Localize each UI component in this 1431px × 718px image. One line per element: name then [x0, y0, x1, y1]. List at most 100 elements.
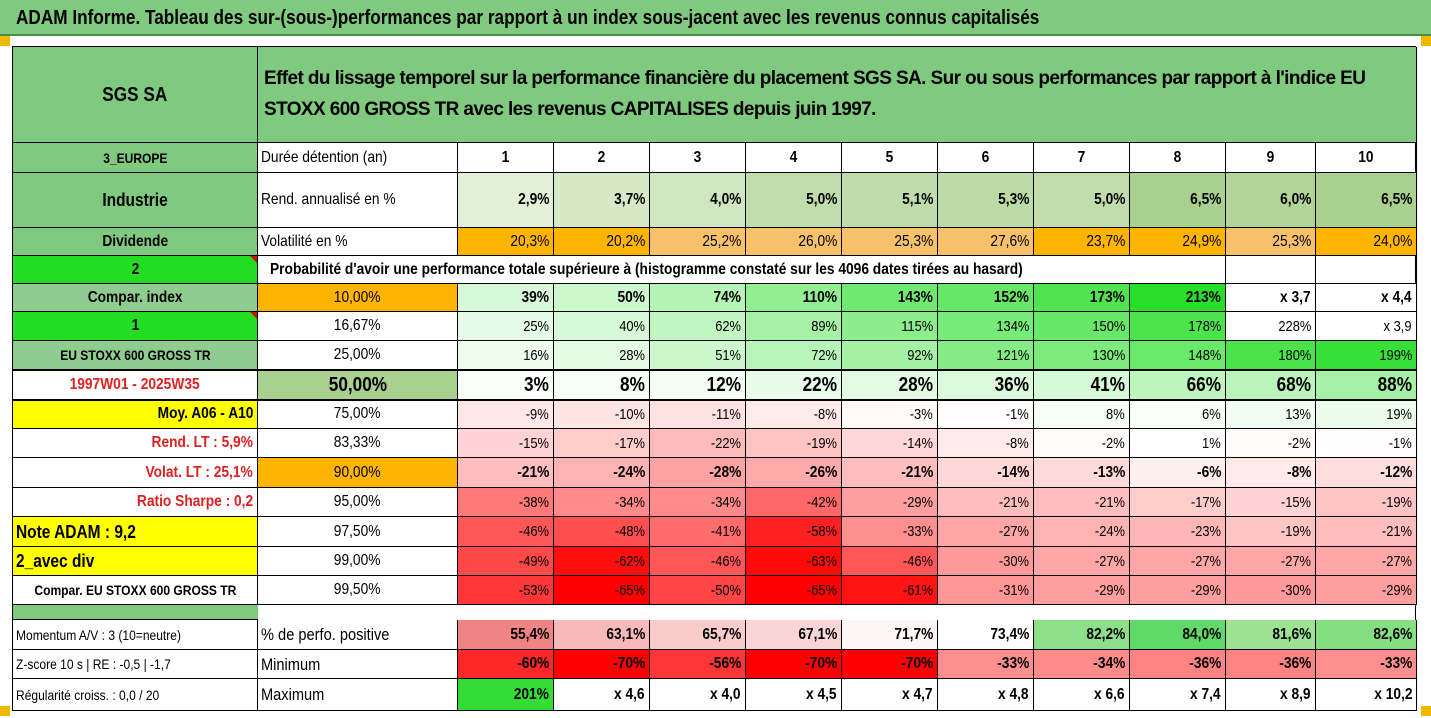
quantile-cell: -27% — [1130, 547, 1226, 576]
bottom-value-cell-text: -60% — [516, 655, 549, 672]
quantile-cell: 1% — [1130, 429, 1226, 458]
quantile-label: 97,50% — [258, 517, 458, 547]
year-header: 6 — [938, 143, 1034, 173]
long-term-volatility-text: Volat. LT : 25,1% — [145, 463, 253, 481]
quantile-cell: -41% — [650, 517, 746, 547]
adam-score: Note ADAM : 9,2 — [13, 517, 258, 547]
period-label-text: 1997W01 - 2025W35 — [69, 375, 201, 393]
quantile-cell-text: -31% — [998, 581, 1029, 599]
quantile-cell-text: -63% — [806, 552, 837, 570]
quantile-cell: -21% — [1316, 517, 1417, 547]
quantile-cell-text: -10% — [614, 405, 645, 423]
quantile-cell: -11% — [650, 400, 746, 429]
rend-cell: 3,7% — [554, 173, 650, 228]
quantile-cell: -50% — [650, 576, 746, 605]
average-label: Moy. A06 - A10 — [13, 400, 258, 429]
quantile-cell-text: -14% — [996, 463, 1029, 481]
vol-cell-text: 20,2% — [605, 232, 645, 250]
bottom-value-cell-text: x 6,6 — [1094, 685, 1125, 703]
rend-cell-text: 6,5% — [1380, 191, 1412, 208]
rend-cell: 6,5% — [1130, 173, 1226, 228]
bottom-value-cell: -33% — [1316, 650, 1417, 679]
quantile-label-text: 83,33% — [334, 434, 381, 451]
quantile-cell: -46% — [458, 517, 554, 547]
quantile-cell-text: -34% — [710, 493, 741, 511]
bottom-value-cell-text: x 7,4 — [1190, 685, 1221, 703]
quantile-cell-text: -19% — [1381, 493, 1412, 511]
quantile-cell-text: -23% — [1190, 523, 1221, 540]
quantile-cell: 28% — [554, 341, 650, 370]
bottom-value-cell: -60% — [458, 650, 554, 679]
quantile-cell: 199% — [1316, 341, 1417, 370]
compar-index-label-text: Compar. index — [87, 288, 183, 306]
bottom-value-cell-text: x 4,5 — [806, 685, 837, 703]
bottom-side-label-text: Z-score 10 s | RE : -0,5 | -1,7 — [16, 656, 171, 672]
bottom-value-cell-text: 201% — [513, 685, 549, 703]
bottom-value-cell-text: -33% — [1379, 655, 1412, 672]
report-title: ADAM Informe. Tableau des sur-(sous-)per… — [16, 7, 1040, 29]
quantile-cell: -27% — [1034, 547, 1130, 576]
quantile-cell-text: 39% — [521, 288, 549, 306]
quantile-cell: -2% — [1034, 429, 1130, 458]
quantile-cell: 66% — [1130, 370, 1226, 400]
quantile-cell-text: -27% — [1094, 552, 1125, 570]
bottom-value-cell-text: 65,7% — [701, 625, 741, 643]
quantile-cell-text: 22% — [802, 373, 837, 396]
year-header: 10 — [1316, 143, 1417, 173]
year-header-text: 6 — [981, 148, 990, 166]
rend-label-text: Rend. annualisé en % — [261, 191, 396, 208]
vol-cell-text: 20,3% — [509, 232, 549, 250]
bottom-side-label-text: Régularité croiss. : 0,0 / 20 — [16, 686, 160, 703]
quantile-label: 90,00% — [258, 458, 458, 488]
bottom-value-cell-text: 73,4% — [989, 625, 1029, 643]
quantile-cell: 40% — [554, 312, 650, 341]
bottom-value-cell: 73,4% — [938, 620, 1034, 650]
quantile-cell-text: -8% — [1286, 463, 1311, 481]
quantile-cell: 148% — [1130, 341, 1226, 370]
quantile-cell: -14% — [842, 429, 938, 458]
rend-label: Rend. annualisé en % — [258, 173, 458, 228]
quantile-cell: 28% — [842, 370, 938, 400]
rend-cell: 6,5% — [1316, 173, 1417, 228]
bottom-side-label: Momentum A/V : 3 (10=neutre) — [13, 620, 258, 650]
bottom-row-label: Minimum — [258, 650, 458, 679]
corner-marker — [0, 706, 10, 716]
compar-index-value-text: 1 — [131, 317, 139, 334]
quantile-cell-text: 62% — [715, 317, 741, 335]
quantile-cell-text: -15% — [1280, 493, 1311, 511]
company-name: SGS SA — [13, 47, 258, 143]
sharpe-ratio-text: Ratio Sharpe : 0,2 — [136, 493, 253, 510]
quantile-cell-text: -41% — [710, 523, 741, 540]
quantile-cell-text: -22% — [710, 434, 741, 452]
quantile-cell: x 3,9 — [1316, 312, 1417, 341]
quantile-label: 10,00% — [258, 284, 458, 312]
bottom-value-cell-text: 67,1% — [797, 625, 837, 643]
quantile-label: 75,00% — [258, 400, 458, 429]
quantile-cell: -1% — [1316, 429, 1417, 458]
bottom-value-cell: x 4,8 — [938, 679, 1034, 711]
rend-cell: 2,9% — [458, 173, 554, 228]
quantile-cell-text: -49% — [518, 552, 549, 570]
quantile-label-text: 16,67% — [334, 317, 381, 334]
duration-label-text: Durée détention (an) — [261, 148, 388, 166]
bottom-row-label: Maximum — [258, 679, 458, 711]
quantile-cell-text: -17% — [1190, 493, 1221, 511]
year-header: 5 — [842, 143, 938, 173]
quantile-cell: -31% — [938, 576, 1034, 605]
bottom-value-cell-text: 82,6% — [1372, 625, 1412, 643]
vol-cell-text: 23,7% — [1085, 232, 1125, 250]
quantile-cell: 130% — [1034, 341, 1130, 370]
quantile-cell-text: -21% — [998, 493, 1029, 511]
bottom-value-cell-text: 82,2% — [1085, 625, 1125, 643]
quantile-cell-text: -48% — [614, 523, 645, 540]
quantile-cell-text: 152% — [993, 288, 1029, 306]
vol-cell-text: 25,3% — [1271, 232, 1311, 250]
quantile-label: 25,00% — [258, 341, 458, 370]
bottom-value-cell: x 4,6 — [554, 679, 650, 711]
vol-cell: 20,3% — [458, 228, 554, 256]
bottom-value-cell: -36% — [1226, 650, 1316, 679]
quantile-cell-text: 28% — [898, 373, 933, 396]
dividend-mode: 2_avec div — [13, 547, 258, 576]
rend-cell: 5,0% — [746, 173, 842, 228]
quantile-cell-text: -29% — [1190, 581, 1221, 599]
